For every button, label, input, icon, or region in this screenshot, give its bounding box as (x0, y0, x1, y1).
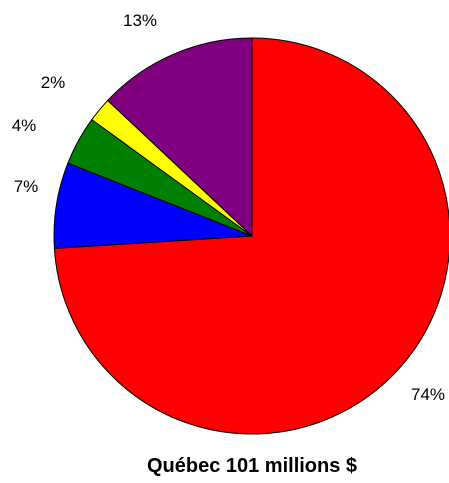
pie-labels: 74% 7% 4% 2% 13% (12, 11, 445, 404)
pie-slice-label-4: 13% (123, 11, 157, 30)
pie-slice-label-1: 7% (14, 177, 39, 196)
pie-slice-label-0: 74% (411, 385, 445, 404)
pie-slice-label-3: 2% (41, 73, 66, 92)
pie-slices (53, 37, 449, 435)
pie-slice-4 (106, 37, 253, 238)
chart-title: Québec 101 millions $ (147, 455, 357, 477)
pie-slice-label-2: 4% (12, 116, 37, 135)
pie-slice-0 (53, 37, 449, 435)
